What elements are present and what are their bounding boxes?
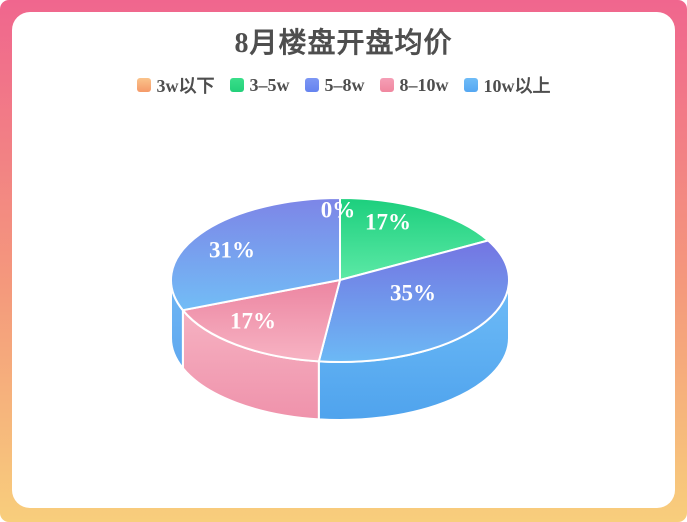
pie-slice-1[interactable] — [339, 197, 490, 281]
legend: 3w以下 3–5w 5–8w 8–10w 10w以上 — [12, 72, 675, 98]
chart-title: 8月楼盘开盘均价 — [234, 28, 453, 59]
legend-item-5-8w[interactable]: 5–8w — [304, 74, 365, 96]
legend-item-3w-below[interactable]: 3w以下 — [136, 72, 215, 98]
pie-slice-3[interactable] — [181, 279, 341, 363]
pie-slice-2[interactable] — [317, 239, 510, 363]
chart-card: 8月楼盘开盘均价 3w以下 3–5w 5–8w 8–10w 10w以上 — [12, 12, 675, 508]
legend-item-label: 3–5w — [249, 74, 290, 95]
legend-item-label: 3w以下 — [156, 76, 215, 96]
pie-slice-label-2: 35% — [390, 280, 436, 305]
legend-item-label: 10w以上 — [483, 76, 551, 96]
legend-swatch — [229, 78, 244, 92]
legend-item-10w-above[interactable]: 10w以上 — [463, 72, 551, 98]
pie-slice-label-1: 17% — [365, 209, 411, 234]
legend-item-3-5w[interactable]: 3–5w — [229, 74, 290, 96]
pie-slice-label-4: 31% — [209, 237, 255, 262]
legend-item-8-10w[interactable]: 8–10w — [379, 74, 449, 96]
legend-swatch — [136, 78, 151, 92]
pie-slice-label-0: 0% — [321, 197, 356, 222]
legend-swatch — [304, 78, 319, 92]
pie-slice-4[interactable] — [170, 197, 341, 312]
legend-swatch — [379, 78, 394, 92]
legend-item-label: 8–10w — [399, 74, 449, 95]
legend-item-label: 5–8w — [324, 74, 365, 95]
pie-slice-label-3: 17% — [230, 308, 276, 333]
legend-swatch — [463, 78, 478, 92]
